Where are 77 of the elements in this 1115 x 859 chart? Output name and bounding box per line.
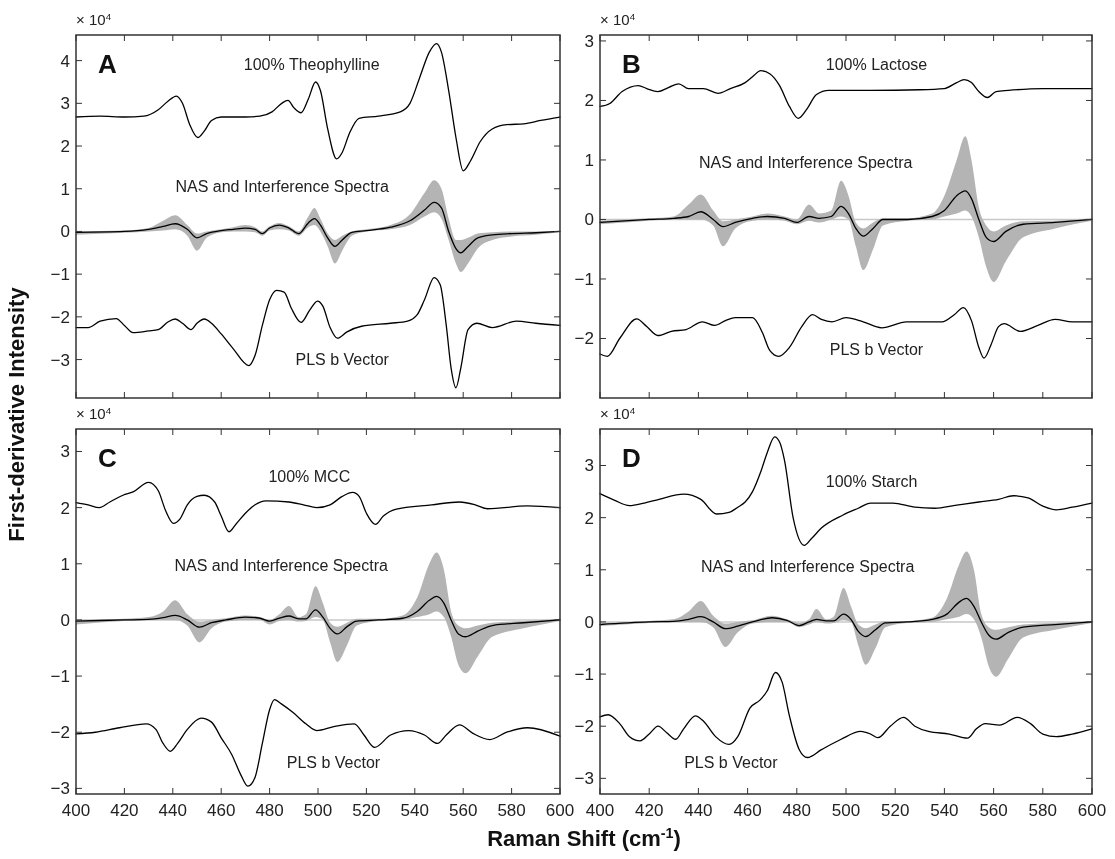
line-series [599, 306, 1093, 359]
y-axis-title: First-derivative Intensity [4, 286, 29, 542]
annotation: PLS b Vector [829, 340, 924, 358]
line-series [599, 436, 1093, 546]
y-tick-label: 0 [584, 612, 594, 632]
x-axis-title: Raman Shift (cm$^{-1}$) [487, 825, 681, 851]
y-tick-label: −3 [574, 769, 594, 789]
y-tick-label: 2 [584, 508, 594, 528]
y-tick-label: −1 [574, 665, 594, 685]
x-tick-label: 420 [110, 801, 139, 820]
y-tick-label: 2 [60, 498, 70, 518]
y-tick-label: 3 [60, 442, 70, 462]
x-tick-label: 600 [545, 801, 575, 820]
x-tick-label: 520 [881, 801, 910, 820]
x-tick-label: 480 [782, 801, 811, 820]
y-tick-label: 0 [584, 210, 594, 230]
text: B [622, 49, 641, 79]
text: D [622, 443, 641, 473]
x-tick-label: 520 [352, 801, 381, 820]
x-tick-label: 440 [158, 801, 187, 820]
x-tick-label: 560 [449, 801, 478, 820]
annotation: 100% Lactose [825, 56, 928, 74]
y-tick-label: 1 [60, 554, 70, 574]
annotation: 100% Theophylline [243, 56, 380, 74]
annotation: PLS b Vector [295, 351, 390, 369]
y-tick-label: −1 [50, 667, 70, 687]
x-tick-label: 560 [979, 801, 1008, 820]
text: C [98, 443, 117, 473]
y-tick-label: −3 [50, 350, 70, 370]
annotation: PLS b Vector [684, 753, 779, 771]
y-tick-label: 3 [584, 31, 594, 51]
y-tick-label: 0 [60, 222, 70, 242]
text: × 10$^{4}$ [600, 404, 636, 422]
annotation: NAS and Interference Spectra [700, 558, 915, 576]
y-tick-label: 2 [60, 136, 70, 156]
y-tick-label: 0 [60, 610, 70, 630]
x-tick-label: 440 [684, 801, 713, 820]
x-tick-label: 540 [400, 801, 429, 820]
y-tick-label: 1 [584, 560, 594, 580]
y-tick-label: −2 [574, 717, 594, 737]
y-tick-label: −2 [50, 723, 70, 743]
text: × 10$^{4}$ [76, 404, 112, 422]
annotation: 100% Starch [825, 473, 918, 491]
y-tick-label: 2 [584, 91, 594, 111]
y-tick-label: 3 [584, 456, 594, 476]
x-tick-label: 540 [930, 801, 959, 820]
text: A [98, 49, 117, 79]
x-tick-label: 480 [255, 801, 284, 820]
y-tick-label: −2 [50, 307, 70, 327]
x-tick-label: 580 [1028, 801, 1057, 820]
y-tick-label: 1 [60, 179, 70, 199]
annotation: PLS b Vector [286, 754, 381, 772]
x-tick-label: 500 [303, 801, 333, 820]
line-series [75, 699, 561, 787]
y-tick-label: −1 [50, 265, 70, 285]
x-tick-label: 460 [733, 801, 762, 820]
x-tick-label: 600 [1077, 801, 1107, 820]
text: × 10$^{4}$ [76, 10, 112, 28]
line-series [75, 276, 561, 389]
x-tick-label: 500 [831, 801, 861, 820]
annotation: NAS and Interference Spectra [698, 154, 913, 172]
x-tick-label: 460 [207, 801, 236, 820]
annotation: NAS and Interference Spectra [174, 557, 389, 575]
y-tick-label: 3 [60, 94, 70, 114]
y-tick-label: −1 [574, 269, 594, 289]
y-tick-label: −2 [574, 329, 594, 349]
y-tick-label: 1 [584, 150, 594, 170]
y-tick-label: −3 [50, 779, 70, 799]
y-tick-label: 4 [60, 51, 70, 71]
line-series [75, 42, 561, 172]
x-tick-label: 400 [61, 801, 91, 820]
x-tick-label: 400 [585, 801, 615, 820]
text: × 10$^{4}$ [600, 10, 636, 28]
x-tick-label: 580 [497, 801, 526, 820]
annotation: 100% MCC [268, 467, 351, 485]
x-tick-label: 420 [635, 801, 664, 820]
annotation: NAS and Interference Spectra [175, 178, 390, 196]
